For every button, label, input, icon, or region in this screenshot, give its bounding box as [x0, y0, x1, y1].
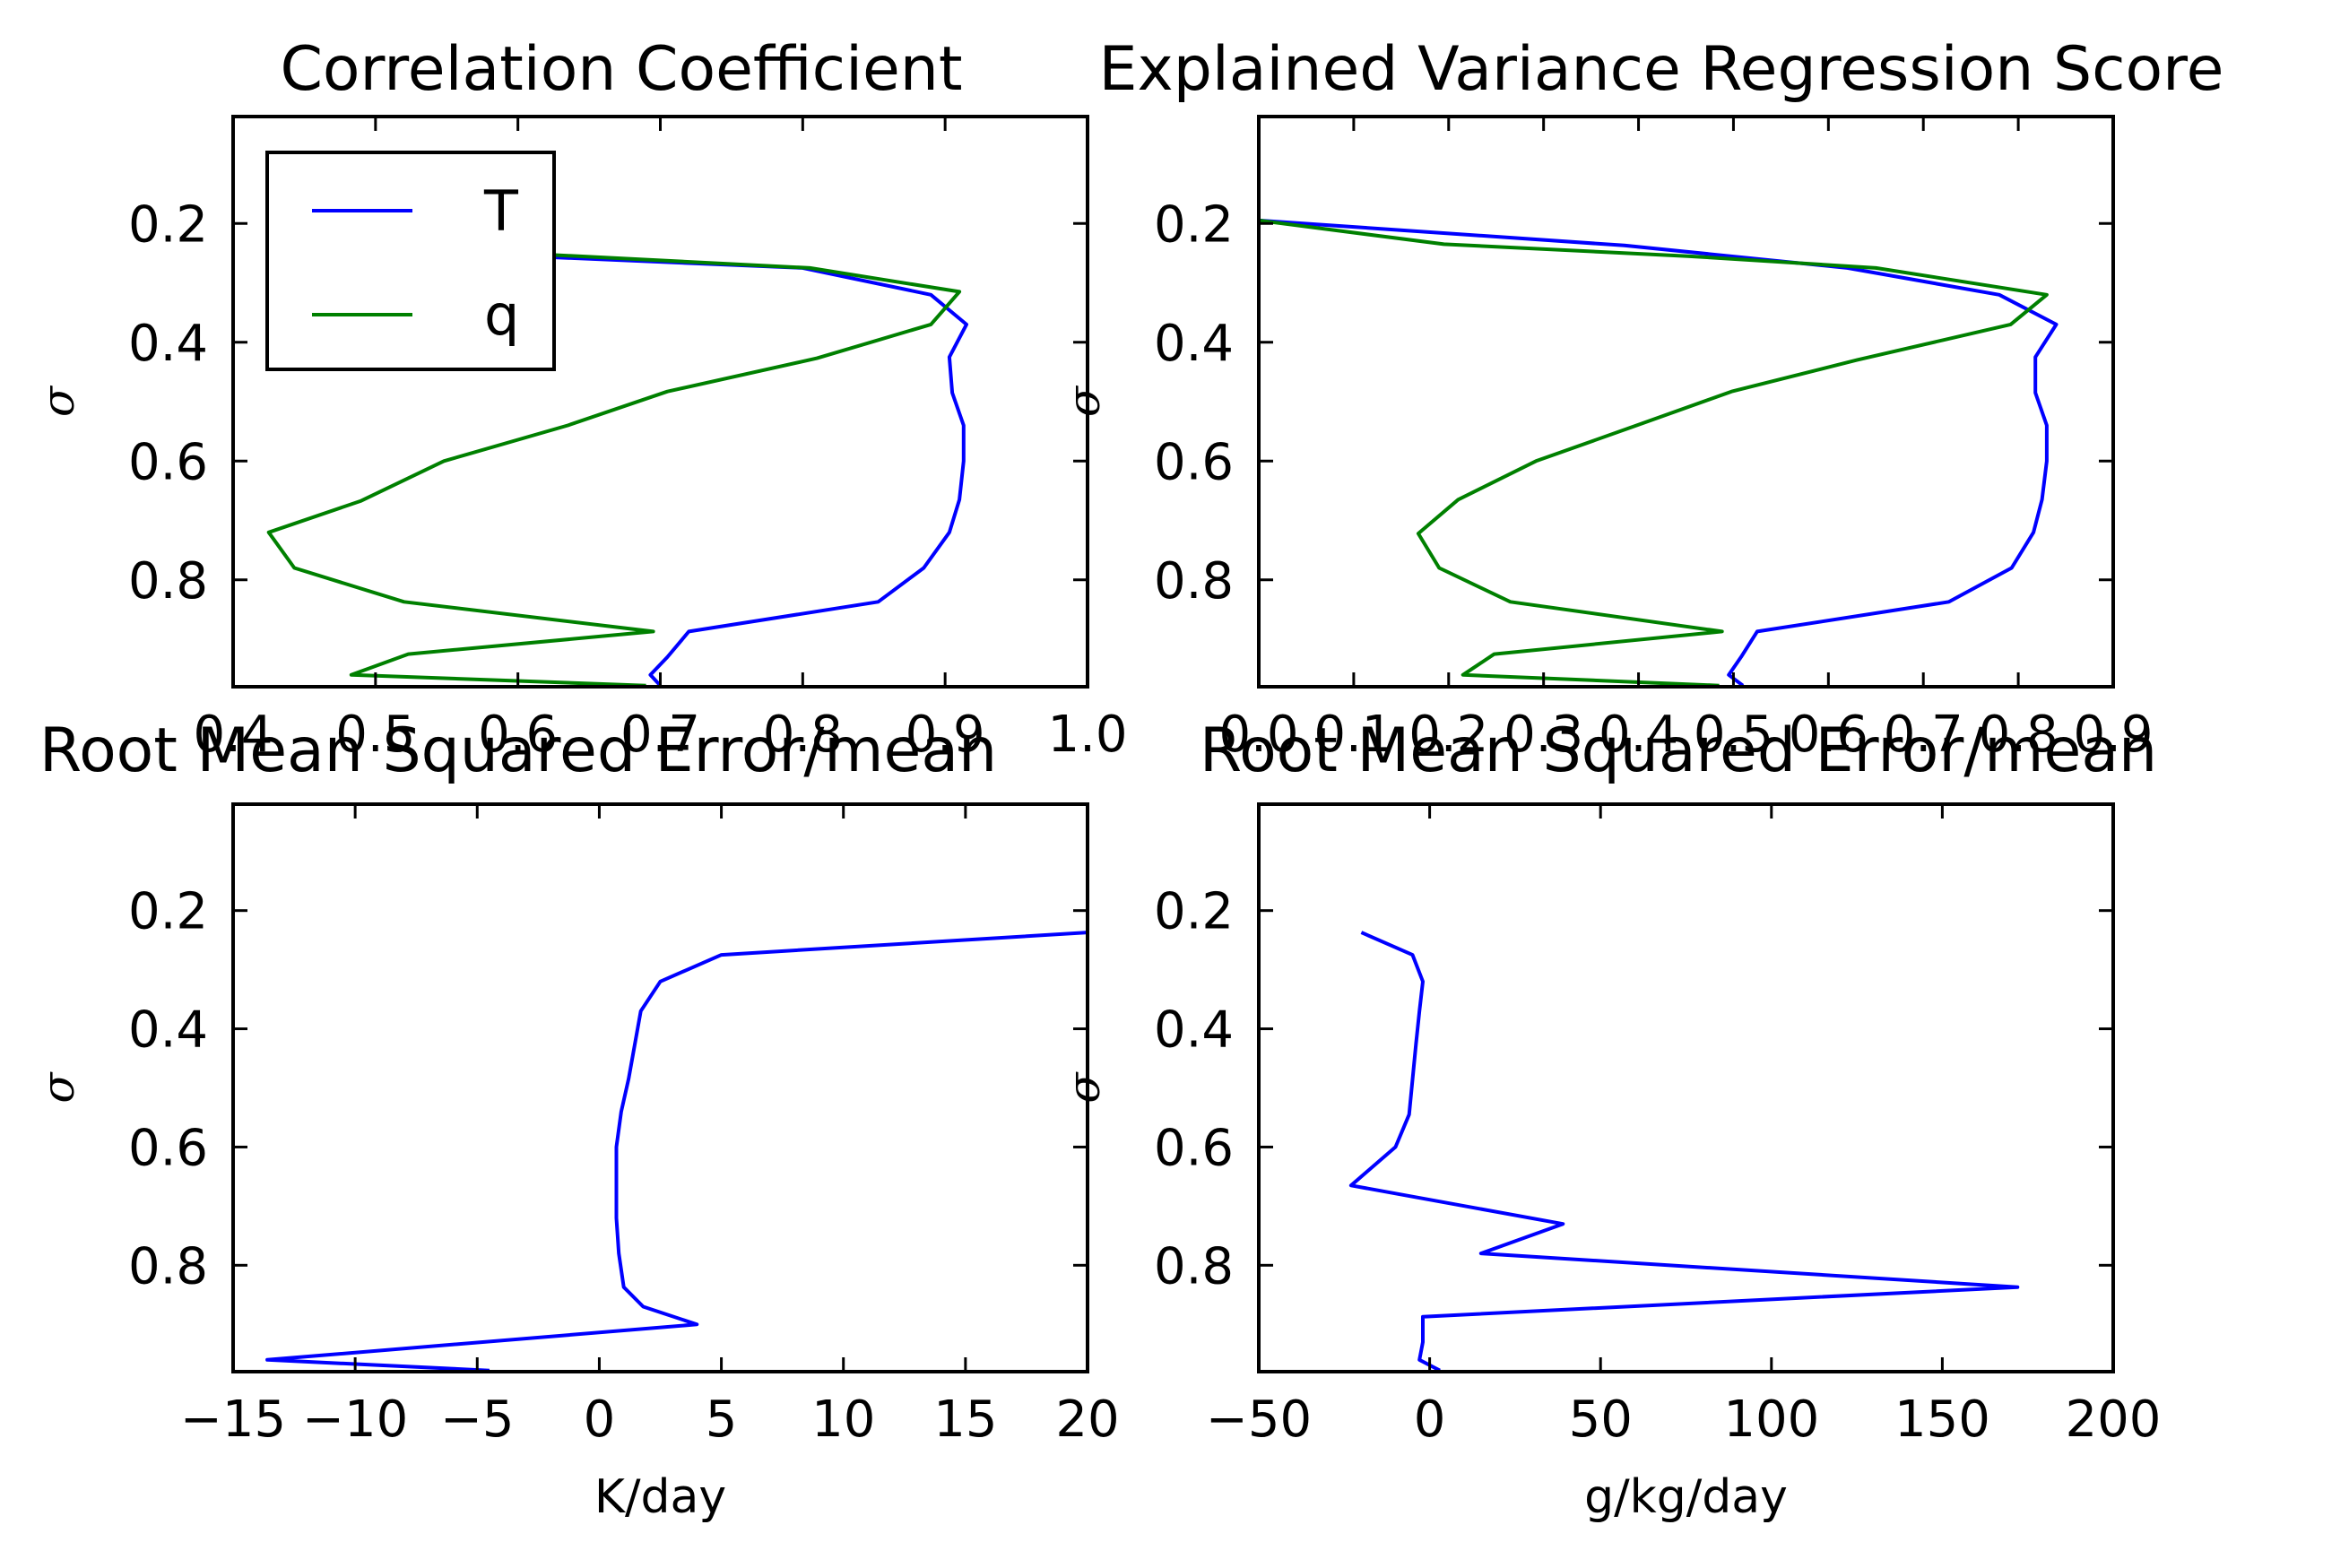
- x-tick-label: 50: [1569, 1390, 1633, 1449]
- x-tick-label: 0.3: [1504, 706, 1583, 764]
- x-tick-label: 5: [706, 1390, 738, 1449]
- x-tick-label: 0.4: [1599, 706, 1678, 764]
- x-tick-label: 0.8: [1979, 706, 2059, 764]
- y-tick-label: 0.2: [1154, 883, 1234, 941]
- y-tick-label: 0.8: [128, 1237, 208, 1295]
- x-tick-label: 0: [1414, 1390, 1446, 1449]
- series-line-T: [265, 931, 1088, 1372]
- axes-frame: [231, 802, 1089, 1373]
- x-tick-label: 0.5: [1694, 706, 1773, 764]
- axes-frame: [1257, 802, 2115, 1373]
- series-line-T: [1259, 218, 2059, 687]
- x-tick-label: 0.9: [2073, 706, 2153, 764]
- legend-box: [265, 151, 556, 371]
- x-tick-label: 0.9: [906, 706, 985, 764]
- x-tick-label: 0.8: [763, 706, 843, 764]
- y-axis-label: σ: [1058, 385, 1110, 417]
- y-tick-label: 0.2: [1154, 195, 1234, 254]
- y-tick-label: 0.2: [128, 195, 208, 254]
- x-tick-label: 0.1: [1313, 706, 1393, 764]
- subplot-grid: 0.4 0.5 0.6 0.7 0.8 0.9 1.00.20.40.60.8σCorrel…: [32, 34, 2223, 1524]
- x-tick-label: 20: [1055, 1390, 1119, 1449]
- x-tick-label: 15: [933, 1390, 997, 1449]
- subplot-2: 0.0 0.1 0.2 0.3 0.4 0.5 0.6 0.7 0.8 0.90.20.40.60…: [1058, 34, 2223, 764]
- subplot-1: 0.4 0.5 0.6 0.7 0.8 0.9 1.0 0.2 0.4 0.6 0.8 σ Correl…: [32, 34, 1128, 764]
- x-tick-label: 150: [1894, 1390, 1990, 1449]
- y-axis-label: σ: [32, 385, 84, 417]
- x-tick-label: −50: [1206, 1390, 1312, 1449]
- y-tick-label: 0.4: [128, 1001, 208, 1060]
- y-tick-label: 0.6: [1154, 433, 1234, 491]
- legend: Tq: [265, 151, 556, 371]
- x-tick-label: −10: [302, 1390, 408, 1449]
- subplot-title: Correlation Coefficient: [280, 34, 962, 105]
- x-tick-label: −5: [440, 1390, 515, 1449]
- y-tick-label: 0.2: [128, 883, 208, 941]
- x-tick-label: 100: [1723, 1390, 1819, 1449]
- y-tick-label: 0.4: [1154, 315, 1234, 373]
- x-tick-label: 0.6: [478, 706, 558, 764]
- axes-frame: [1257, 115, 2115, 689]
- series-line-q: [1259, 218, 2049, 687]
- x-tick-label: 1.0: [1047, 706, 1127, 764]
- subplot-title: Explained Variance Regression Score: [1099, 34, 2224, 105]
- subplot-3: −15 −10 −5 0 5 10 15 20 0.2 0.4 0.6 0.8 σ K/day Root M…: [32, 715, 1120, 1524]
- x-tick-label: 0: [584, 1390, 616, 1449]
- subplot-title: Root Mean Squared Error/mean: [39, 715, 997, 786]
- x-tick-label: 10: [811, 1390, 875, 1449]
- subplot-4: −50 0 50 100 150 200 0.2 0.4 0.6 0.8 σ g/kg/day Root…: [1058, 715, 2161, 1524]
- x-tick-label: 0.7: [1884, 706, 1963, 764]
- x-tick-label: 0.4: [193, 706, 273, 764]
- y-tick-label: 0.6: [1154, 1119, 1234, 1177]
- x-tick-label: 0.7: [620, 706, 700, 764]
- x-axis-label: K/day: [594, 1470, 726, 1524]
- y-tick-label: 0.6: [128, 1119, 208, 1177]
- x-tick-label: 200: [2066, 1390, 2162, 1449]
- series-line-T: [275, 243, 968, 687]
- y-tick-label: 0.4: [128, 315, 208, 373]
- y-axis-label: σ: [32, 1071, 84, 1104]
- legend-label-T: T: [483, 178, 519, 244]
- y-tick-label: 0.8: [1154, 552, 1234, 611]
- y-tick-label: 0.8: [128, 552, 208, 611]
- x-axis-label: g/kg/day: [1584, 1470, 1788, 1524]
- y-axis-label: σ: [1058, 1071, 1110, 1104]
- series-line-q: [1348, 931, 2020, 1372]
- subplot-title: Root Mean Squared Error/mean: [1200, 715, 2157, 786]
- y-tick-label: 0.4: [1154, 1001, 1234, 1060]
- series-line-q: [266, 251, 962, 687]
- x-tick-label: 0.2: [1409, 706, 1488, 764]
- y-tick-label: 0.8: [1154, 1237, 1234, 1295]
- x-tick-label: 0.0: [1218, 706, 1298, 764]
- x-tick-label: 0.5: [335, 706, 415, 764]
- legend-label-q: q: [484, 282, 519, 348]
- x-tick-label: 0.6: [1789, 706, 1868, 764]
- x-tick-label: −15: [180, 1390, 286, 1449]
- y-tick-label: 0.6: [128, 433, 208, 491]
